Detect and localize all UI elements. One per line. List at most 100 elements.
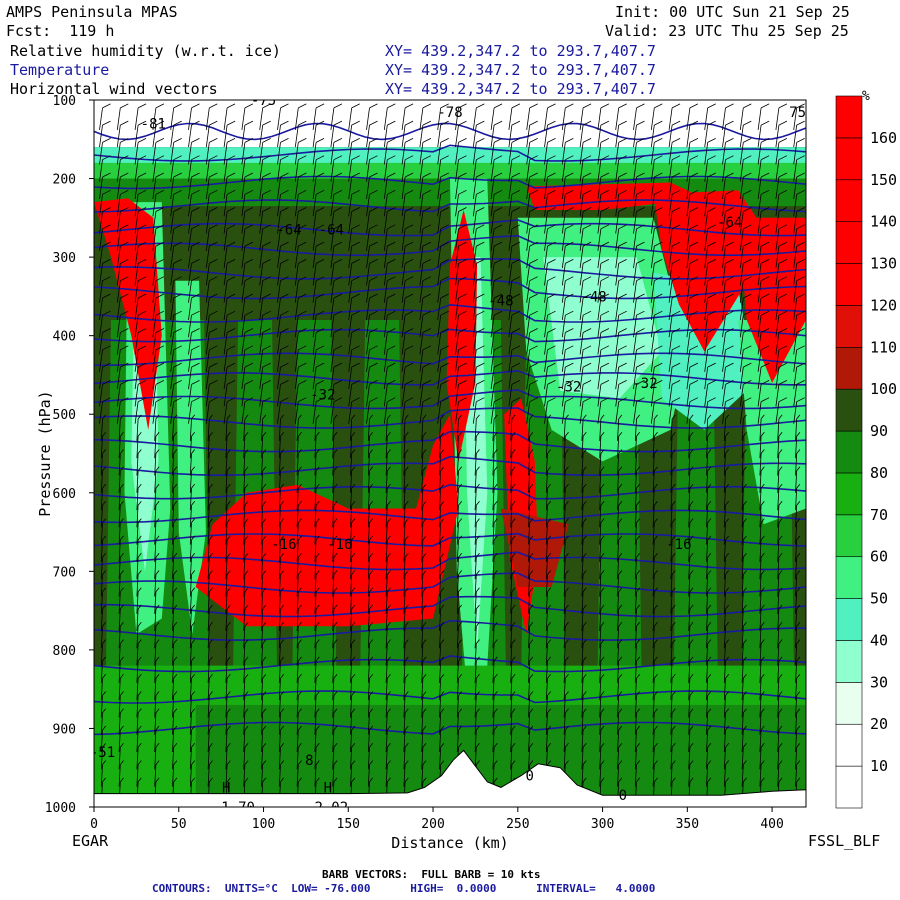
wind-barb-column-16 bbox=[383, 103, 396, 807]
temperature-contour-18 bbox=[94, 551, 806, 571]
temperature-contour-10 bbox=[94, 369, 806, 386]
wind-barb-column-1 bbox=[116, 103, 129, 807]
wind-barb-column-32 bbox=[668, 103, 681, 807]
wind-barb-column-31 bbox=[650, 103, 663, 807]
x-tick-label: 350 bbox=[676, 817, 699, 832]
contour-footer: CONTOURS: UNITS=°C LOW= -76.000 HIGH= 0.… bbox=[152, 882, 656, 895]
colorbar-unit: % bbox=[862, 89, 870, 104]
y-tick-label: 1000 bbox=[45, 801, 76, 816]
temperature-label: 2.02 bbox=[314, 800, 348, 816]
wind-barb-column-18 bbox=[419, 103, 432, 807]
temperature-contour-14 bbox=[94, 455, 806, 477]
temperature-contour-23 bbox=[94, 690, 806, 704]
field-xy-rh: XY= 439.2,347.2 to 293.7,407.7 bbox=[385, 42, 656, 60]
temperature-label: 0 bbox=[525, 769, 533, 785]
x-tick-label: 100 bbox=[252, 817, 275, 832]
colorbar-cell bbox=[835, 682, 863, 725]
colorbar-cell bbox=[835, 95, 863, 139]
colorbar-cell bbox=[835, 263, 863, 306]
temperature-label: 1.70 bbox=[221, 800, 255, 816]
colorbar-tick-label: 30 bbox=[870, 673, 888, 691]
barb-footer: BARB VECTORS: FULL BARB = 10 kts bbox=[322, 868, 541, 881]
wind-barb-column-34 bbox=[704, 103, 716, 807]
temperature-label: -32 bbox=[556, 380, 581, 396]
y-axis-label: Pressure (hPa) bbox=[36, 390, 54, 516]
temperature-label: -81 bbox=[141, 117, 166, 133]
rh-red-0 bbox=[94, 198, 162, 430]
colorbar-cell bbox=[835, 514, 863, 558]
plot-frame bbox=[93, 99, 807, 808]
colorbar-cell bbox=[835, 765, 863, 809]
valid-time: Valid: 23 UTC Thu 25 Sep 25 bbox=[605, 22, 849, 40]
wind-barb-column-9 bbox=[259, 103, 271, 807]
colorbar-cell bbox=[835, 221, 863, 264]
temperature-contour-5 bbox=[94, 258, 806, 280]
x-axis-label: Distance (km) bbox=[391, 834, 508, 852]
colorbar-tick-label: 130 bbox=[870, 255, 897, 273]
x-tick-label: 150 bbox=[337, 817, 360, 832]
colorbar-cell bbox=[835, 388, 863, 432]
wind-barb-column-7 bbox=[223, 103, 236, 807]
colorbar-cell bbox=[835, 640, 863, 683]
field-xy-wind: XY= 439.2,347.2 to 293.7,407.7 bbox=[385, 80, 656, 98]
wind-barb-column-28 bbox=[597, 103, 610, 807]
colorbar-tick-label: 50 bbox=[870, 590, 888, 608]
wind-barb-column-23 bbox=[508, 103, 521, 807]
wind-barb-column-6 bbox=[205, 103, 218, 807]
wind-barb-column-11 bbox=[294, 103, 307, 807]
field-xy-temp: XY= 439.2,347.2 to 293.7,407.7 bbox=[385, 61, 656, 79]
temperature-label: -32 bbox=[632, 376, 657, 392]
field-label-rh: Relative humidity (w.r.t. ice) bbox=[10, 42, 281, 60]
temperature-label: H bbox=[222, 780, 230, 796]
wind-barb-column-13 bbox=[330, 103, 343, 807]
init-time: Init: 00 UTC Sun 21 Sep 25 bbox=[615, 3, 850, 21]
rh-band-green bbox=[94, 162, 806, 183]
temperature-contour-12 bbox=[94, 407, 806, 429]
temperature-label: -16 bbox=[666, 537, 691, 553]
wind-barb-column-39 bbox=[793, 103, 805, 807]
terrain bbox=[94, 749, 806, 807]
wind-barb-column-38 bbox=[775, 103, 788, 807]
temperature-label: H bbox=[324, 780, 332, 796]
rh-band-cyan bbox=[94, 147, 806, 167]
y-tick-label: 500 bbox=[53, 408, 76, 423]
temperature-label: -51 bbox=[90, 745, 115, 761]
colorbar-tick-label: 90 bbox=[870, 422, 888, 440]
y-tick-label: 200 bbox=[53, 173, 76, 188]
temperature-contour-8 bbox=[94, 328, 806, 343]
temperature-label: -16 bbox=[271, 537, 296, 553]
colorbar-tick-label: 160 bbox=[870, 129, 897, 147]
temperature-label: -64 bbox=[717, 215, 742, 231]
field-label-temp: Temperature bbox=[10, 61, 110, 79]
x-tick-label: 400 bbox=[760, 817, 783, 832]
rh-red-7 bbox=[500, 508, 569, 587]
wind-barb-column-29 bbox=[615, 103, 627, 807]
temperature-label: -16 bbox=[327, 537, 352, 553]
forecast-hour: Fcst: 119 h bbox=[6, 22, 115, 40]
rh-red-3 bbox=[738, 217, 806, 383]
colorbar-cell bbox=[835, 723, 863, 767]
temperature-contour-0 bbox=[94, 144, 806, 162]
wind-barb-column-2 bbox=[134, 103, 147, 807]
wind-barb-column-26 bbox=[561, 103, 574, 807]
colorbar-tick-label: 110 bbox=[870, 338, 897, 356]
wind-barb-column-25 bbox=[544, 103, 556, 807]
wind-barb-column-17 bbox=[401, 103, 414, 807]
rh-red-6 bbox=[446, 210, 478, 462]
temperature-label: 75.3 bbox=[789, 105, 823, 121]
colorbar-cell bbox=[835, 472, 863, 516]
colorbar-tick-label: 120 bbox=[870, 296, 897, 314]
colorbar-tick-label: 80 bbox=[870, 464, 888, 482]
y-tick-label: 100 bbox=[53, 94, 76, 109]
y-tick-label: 300 bbox=[53, 251, 76, 266]
colorbar-cell bbox=[835, 598, 863, 641]
temperature-label: 0 bbox=[619, 788, 627, 804]
temperature-contour-17 bbox=[94, 532, 806, 547]
colorbar-cell bbox=[835, 137, 863, 181]
rh-plume-5 bbox=[738, 320, 806, 525]
field-label-wind: Horizontal wind vectors bbox=[10, 80, 218, 98]
temperature-contour-20 bbox=[94, 595, 806, 618]
wind-barb-column-14 bbox=[348, 103, 360, 807]
colorbar-cell bbox=[835, 430, 863, 474]
x-tick-label: 250 bbox=[506, 817, 529, 832]
